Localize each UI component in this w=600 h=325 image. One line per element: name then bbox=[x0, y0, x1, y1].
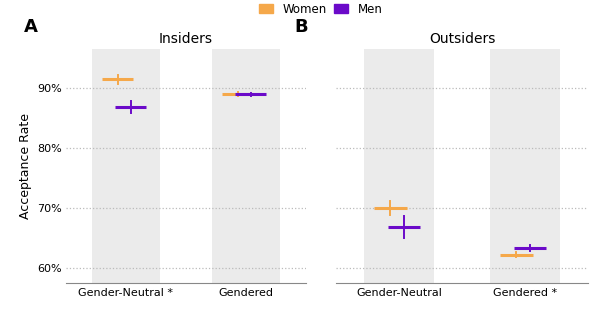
Title: Outsiders: Outsiders bbox=[429, 32, 495, 46]
Bar bbox=[490, 49, 560, 283]
Title: Insiders: Insiders bbox=[159, 32, 213, 46]
Bar bbox=[92, 49, 160, 283]
Text: A: A bbox=[24, 18, 38, 36]
Bar bbox=[212, 49, 280, 283]
Text: B: B bbox=[294, 18, 308, 36]
Legend: Women, Men: Women, Men bbox=[259, 3, 383, 16]
Y-axis label: Acceptance Rate: Acceptance Rate bbox=[19, 113, 32, 219]
Bar bbox=[364, 49, 434, 283]
